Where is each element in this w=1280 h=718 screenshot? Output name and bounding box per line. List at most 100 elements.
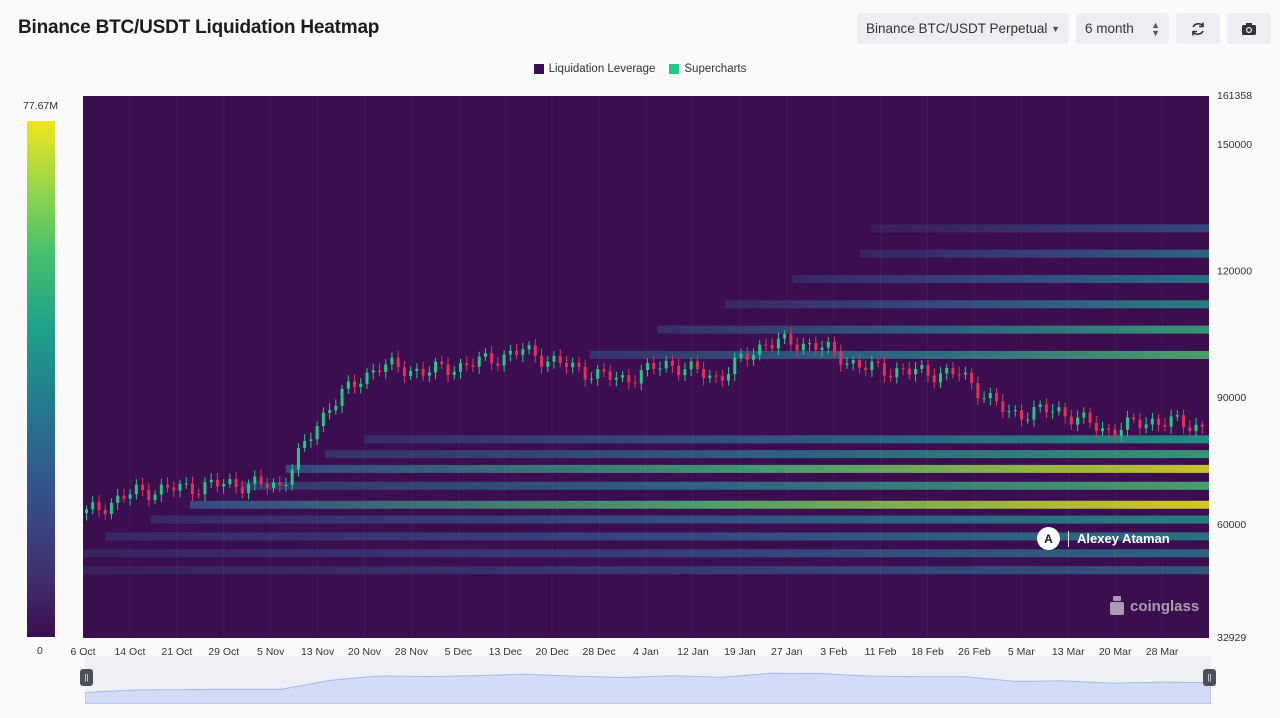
- chart-legend: Liquidation Leverage Supercharts: [0, 63, 1280, 75]
- x-tick-label: 20 Dec: [536, 646, 569, 658]
- candle-body: [995, 392, 999, 402]
- candle-body: [695, 361, 699, 370]
- up-down-icon: ▲ ▼: [1151, 19, 1160, 38]
- candle-body: [247, 483, 251, 494]
- candle-body: [377, 370, 381, 372]
- candle-body: [290, 469, 294, 486]
- candle-body: [1125, 417, 1129, 430]
- candle-body: [153, 494, 157, 501]
- x-tick-label: 5 Nov: [257, 646, 285, 658]
- candle-body: [384, 364, 388, 372]
- candle-body: [390, 357, 394, 365]
- liquidation-band: [189, 500, 1210, 509]
- candle-body: [434, 361, 438, 373]
- candle-body: [527, 345, 531, 350]
- candle-body: [596, 369, 600, 379]
- candle-body: [577, 362, 581, 367]
- legend-item-supercharts[interactable]: Supercharts: [669, 63, 746, 75]
- candle-body: [97, 502, 101, 511]
- candle-body: [938, 373, 942, 383]
- candle-body: [1182, 415, 1186, 428]
- candle-body: [371, 370, 375, 373]
- candle-body: [621, 375, 625, 378]
- candle-body: [683, 369, 687, 376]
- candle-body: [745, 353, 749, 360]
- candle-body: [515, 350, 519, 355]
- candle-body: [85, 509, 88, 514]
- legend-label: Liquidation Leverage: [548, 63, 656, 75]
- author-name: Alexey Ataman: [1077, 531, 1170, 546]
- candle-body: [801, 343, 805, 351]
- candle-body: [1001, 401, 1005, 412]
- candle-body: [876, 361, 880, 364]
- candle-body: [1188, 427, 1192, 432]
- candle-body: [857, 360, 861, 368]
- x-tick-label: 29 Oct: [208, 646, 239, 658]
- candle-body: [166, 484, 170, 488]
- x-tick-label: 14 Oct: [114, 646, 145, 658]
- candle-body: [508, 350, 512, 355]
- candle-body: [583, 366, 587, 380]
- navigator-handle-right[interactable]: ||: [1203, 669, 1216, 686]
- legend-item-liquidation[interactable]: Liquidation Leverage: [533, 63, 656, 75]
- candle-body: [546, 361, 550, 367]
- liquidation-band: [871, 224, 1209, 233]
- candle-body: [1038, 404, 1042, 408]
- symbol-select[interactable]: Binance BTC/USDT Perpetual ▼: [857, 13, 1069, 44]
- navigator-handle-left[interactable]: ||: [80, 669, 93, 686]
- candle-body: [814, 343, 818, 350]
- candle-body: [477, 356, 481, 367]
- candle-body: [783, 333, 787, 339]
- candle-body: [533, 345, 537, 356]
- x-tick-label: 5 Mar: [1008, 646, 1035, 658]
- candle-body: [789, 333, 793, 345]
- liquidation-band: [859, 249, 1209, 258]
- candle-body: [315, 426, 319, 440]
- navigator-overview: [85, 672, 1211, 704]
- x-tick-label: 6 Oct: [70, 646, 95, 658]
- candle-body: [758, 344, 762, 355]
- candle-body: [776, 338, 780, 349]
- liquidation-band: [724, 300, 1209, 309]
- candle-body: [415, 368, 419, 371]
- x-tick-label: 20 Nov: [348, 646, 382, 658]
- x-tick-label: 13 Mar: [1052, 646, 1085, 658]
- candle-body: [178, 483, 182, 491]
- candle-body: [895, 368, 899, 378]
- candle-body: [303, 441, 307, 448]
- camera-icon: [1242, 22, 1256, 35]
- range-navigator[interactable]: [85, 656, 1211, 704]
- x-tick-label: 12 Jan: [677, 646, 709, 658]
- liquidation-band: [285, 464, 1209, 473]
- range-select[interactable]: 6 month ▲ ▼: [1076, 13, 1169, 44]
- candle-body: [1157, 418, 1161, 425]
- candle-body: [702, 369, 706, 379]
- candle-body: [147, 490, 151, 501]
- candle-body: [278, 482, 282, 486]
- candle-body: [190, 483, 194, 495]
- candle-body: [739, 353, 743, 358]
- candle-body: [646, 363, 649, 371]
- candle-body: [608, 371, 612, 380]
- candle-body: [633, 382, 637, 384]
- candle-body: [521, 349, 525, 355]
- x-tick-label: 13 Dec: [489, 646, 522, 658]
- x-tick-label: 13 Nov: [301, 646, 335, 658]
- screenshot-button[interactable]: [1227, 13, 1271, 44]
- refresh-button[interactable]: [1176, 13, 1220, 44]
- liquidation-band: [240, 481, 1209, 490]
- candle-body: [851, 360, 855, 364]
- candle-body: [1007, 411, 1011, 413]
- candle-body: [1094, 422, 1098, 432]
- candle-body: [465, 363, 469, 366]
- candle-body: [945, 367, 949, 374]
- candle-body: [708, 375, 712, 379]
- y-tick-label: 90000: [1217, 392, 1246, 404]
- candle-body: [907, 368, 911, 375]
- candle-body: [203, 482, 207, 495]
- candle-body: [627, 375, 631, 383]
- candle-body: [764, 344, 768, 346]
- candle-body: [141, 484, 145, 491]
- candle-body: [272, 482, 275, 488]
